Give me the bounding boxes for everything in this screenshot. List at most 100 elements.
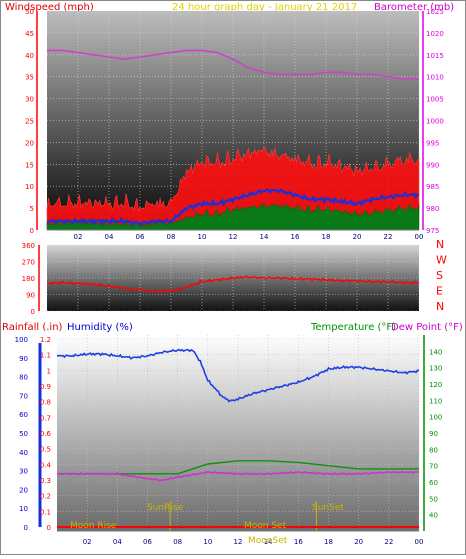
sun-moon-events: Moon Rise SunRise Moon Set SunSet MoonSe… bbox=[70, 503, 344, 546]
temp-axes: 010203040506070809010000.10.20.30.40.50.… bbox=[15, 335, 442, 546]
compass-label: N bbox=[436, 238, 444, 251]
direction-y-tick: 90 bbox=[26, 292, 35, 300]
temp-y-tick: 110 bbox=[429, 397, 442, 405]
baro-y-tick: 1020 bbox=[426, 30, 444, 38]
wind-y-tick: 25 bbox=[25, 118, 34, 126]
direction-y-tick: 270 bbox=[22, 259, 35, 267]
temp-y-tick: 50 bbox=[429, 495, 438, 503]
moon-rise-label: Moon Rise bbox=[70, 521, 117, 531]
temp-x-tick: 16 bbox=[294, 538, 303, 546]
compass-label: N bbox=[436, 300, 444, 313]
wind-axes: 0510152025303540455097598098599099510001… bbox=[25, 8, 444, 241]
graph-date-title: 24 hour graph day - January 21 2017 bbox=[172, 2, 357, 13]
temp-x-tick: 08 bbox=[173, 538, 182, 546]
rain-y-tick: 0.4 bbox=[40, 461, 52, 469]
temp-x-tick: 00 bbox=[415, 538, 424, 546]
temp-x-tick: 22 bbox=[384, 538, 393, 546]
barometer-line bbox=[47, 49, 419, 80]
wind-x-tick: 04 bbox=[105, 233, 114, 241]
rain-y-tick: 0.6 bbox=[40, 430, 52, 438]
rain-y-tick: 1 bbox=[47, 367, 51, 375]
temp-x-tick: 06 bbox=[143, 538, 152, 546]
wind-x-tick: 20 bbox=[353, 233, 362, 241]
rain-y-tick: 0.1 bbox=[40, 508, 51, 516]
temp-x-tick: 20 bbox=[354, 538, 363, 546]
humidity-y-tick: 80 bbox=[19, 374, 28, 382]
humidity-y-tick: 100 bbox=[15, 336, 28, 344]
temp-x-tick: 04 bbox=[113, 538, 122, 546]
barometer-axis-title: Barometer (mb) bbox=[374, 2, 454, 13]
wind-x-tick: 06 bbox=[136, 233, 145, 241]
direction-series bbox=[46, 275, 420, 294]
rain-y-tick: 0.7 bbox=[40, 414, 51, 422]
humidity-y-tick: 20 bbox=[19, 486, 28, 494]
humidity-y-tick: 0 bbox=[24, 524, 28, 532]
wind-y-tick: 35 bbox=[25, 74, 34, 82]
moon-set-label: Moon Set bbox=[244, 521, 287, 531]
rain-y-tick: 0.8 bbox=[40, 399, 51, 407]
wind-y-tick: 30 bbox=[25, 96, 34, 104]
rain-y-tick: 0.5 bbox=[40, 446, 51, 454]
dewpoint-line bbox=[56, 470, 420, 482]
wind-x-tick: 00 bbox=[415, 233, 424, 241]
humidity-y-tick: 90 bbox=[19, 355, 28, 363]
temp-x-tick: 10 bbox=[203, 538, 212, 546]
temp-x-tick: 14 bbox=[264, 538, 273, 546]
temp-y-tick: 140 bbox=[429, 348, 442, 356]
rain-y-tick: 0.9 bbox=[40, 383, 51, 391]
temp-series bbox=[56, 348, 420, 531]
rain-y-tick: 1.2 bbox=[40, 336, 51, 344]
compass-label: S bbox=[436, 269, 443, 282]
wind-series bbox=[46, 49, 420, 231]
moon-set-label-2: MoonSet bbox=[248, 536, 288, 546]
rain-y-tick: 0 bbox=[47, 524, 51, 532]
compass-label: E bbox=[436, 285, 443, 298]
baro-y-tick: 985 bbox=[426, 183, 439, 191]
wind-x-tick: 14 bbox=[260, 233, 269, 241]
wind-y-tick: 50 bbox=[25, 8, 34, 16]
windspeed-axis-title: Windspeed (mph) bbox=[5, 2, 94, 13]
temp-x-tick: 12 bbox=[234, 538, 243, 546]
temperature-axis-title: Temperature (°F) bbox=[310, 322, 396, 333]
direction-y-tick: 360 bbox=[22, 242, 35, 250]
temp-y-tick: 70 bbox=[429, 463, 438, 471]
direction-y-tick: 180 bbox=[22, 275, 35, 283]
direction-axes: 0 90 180 270 360 bbox=[22, 242, 40, 316]
temp-y-tick: 80 bbox=[429, 446, 438, 454]
rain-y-tick: 0.3 bbox=[40, 477, 51, 485]
humidity-line bbox=[56, 348, 420, 403]
wind-x-tick: 08 bbox=[167, 233, 176, 241]
wind-x-tick: 18 bbox=[322, 233, 331, 241]
humidity-y-tick: 40 bbox=[19, 449, 28, 457]
wind-x-tick: 16 bbox=[291, 233, 300, 241]
temp-x-tick: 18 bbox=[324, 538, 333, 546]
humidity-y-tick: 10 bbox=[19, 505, 28, 513]
temp-y-tick: 60 bbox=[429, 479, 438, 487]
rainfall-axis-title: Rainfall (.in) bbox=[2, 322, 63, 333]
wind-y-tick: 20 bbox=[25, 139, 34, 147]
baro-y-tick: 990 bbox=[426, 161, 439, 169]
baro-y-tick: 980 bbox=[426, 205, 439, 213]
humidity-axis-title: Humidity (%) bbox=[67, 322, 133, 333]
temp-y-tick: 40 bbox=[429, 512, 438, 520]
sunrise-label: SunRise bbox=[147, 503, 184, 513]
baro-y-tick: 1005 bbox=[426, 96, 444, 104]
humidity-y-tick: 30 bbox=[19, 468, 28, 476]
wind-x-tick: 10 bbox=[198, 233, 207, 241]
temp-x-tick: 02 bbox=[83, 538, 92, 546]
rain-y-tick: 0.2 bbox=[40, 493, 51, 501]
baro-y-tick: 995 bbox=[426, 139, 439, 147]
baro-y-tick: 975 bbox=[426, 227, 439, 235]
wind-x-tick: 22 bbox=[384, 233, 393, 241]
baro-y-tick: 1000 bbox=[426, 118, 444, 126]
rain-y-tick: 1.1 bbox=[40, 352, 51, 360]
wind-y-tick: 15 bbox=[25, 161, 34, 169]
baro-y-tick: 1025 bbox=[426, 8, 444, 16]
wind-x-tick: 12 bbox=[229, 233, 238, 241]
wind-x-tick: 02 bbox=[74, 233, 83, 241]
baro-y-tick: 1015 bbox=[426, 52, 444, 60]
temp-y-tick: 100 bbox=[429, 414, 442, 422]
